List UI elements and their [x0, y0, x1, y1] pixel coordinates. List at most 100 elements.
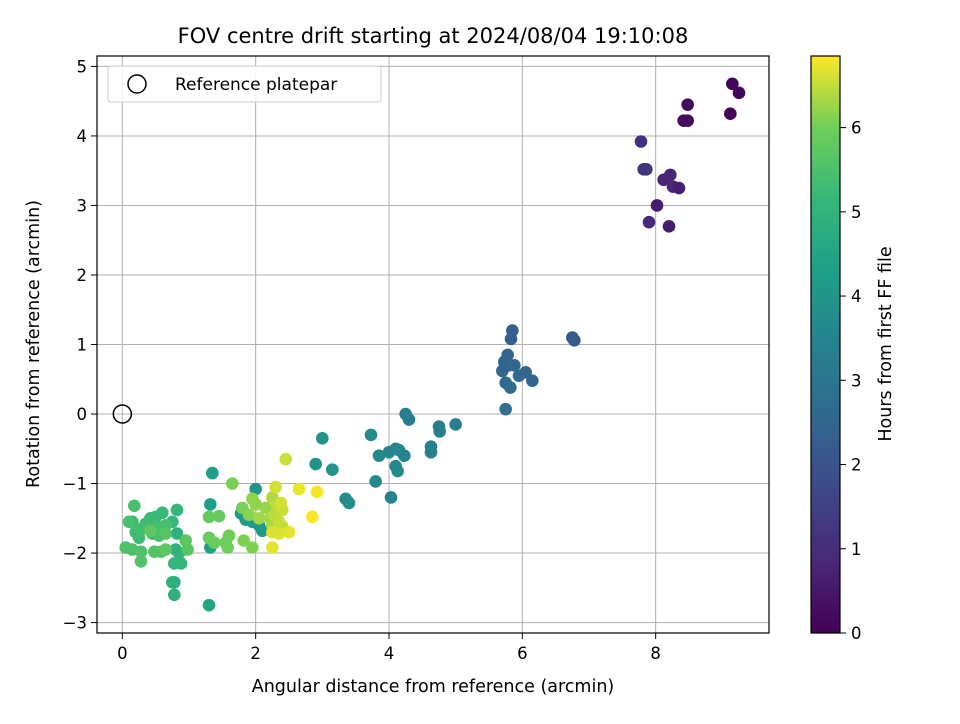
legend: Reference platepar	[107, 65, 382, 103]
colorbar-label: Hours from first FF file	[876, 246, 896, 441]
colorbar-tick-label: 6	[851, 119, 862, 138]
legend-marker-open-circle	[127, 74, 147, 94]
data-point	[724, 107, 737, 120]
data-point	[166, 575, 179, 589]
colorbar-ticks: 0 1 2 3 4 5 6	[840, 119, 862, 643]
x-tick-label: 6	[517, 644, 528, 663]
data-point	[681, 114, 694, 127]
y-axis-label: Rotation from reference (arcmin)	[24, 200, 44, 488]
data-point	[274, 496, 288, 510]
y-tick-label: 1	[77, 336, 88, 355]
data-point	[208, 536, 221, 549]
data-point	[496, 364, 509, 378]
data-point	[292, 482, 306, 496]
data-point	[168, 588, 181, 602]
data-point	[134, 545, 148, 558]
legend-label: Reference platepar	[175, 75, 337, 95]
data-point	[681, 98, 694, 111]
data-point	[508, 359, 521, 372]
data-point	[266, 541, 279, 554]
chart-title: FOV centre drift starting at 2024/08/04 …	[178, 24, 689, 48]
data-point	[256, 524, 269, 538]
y-tick-label: −3	[63, 614, 87, 633]
data-point	[424, 445, 438, 459]
data-point	[170, 527, 184, 540]
data-point	[726, 77, 739, 91]
data-point	[306, 510, 319, 524]
data-point	[504, 381, 517, 394]
data-point	[672, 181, 686, 195]
data-point	[174, 557, 188, 570]
data-point	[449, 418, 462, 431]
data-point	[568, 334, 581, 347]
data-point	[159, 543, 172, 556]
data-point	[634, 135, 648, 148]
data-point	[279, 452, 292, 466]
data-point	[309, 457, 322, 471]
x-tick-label: 2	[250, 644, 261, 663]
data-point	[398, 449, 411, 463]
data-point	[202, 510, 216, 524]
data-point	[170, 503, 184, 517]
data-point	[732, 86, 746, 100]
data-point	[402, 413, 416, 426]
x-axis-ticks: 0 2 4 6 8	[117, 633, 661, 663]
data-point	[246, 492, 259, 506]
data-point	[650, 199, 664, 212]
colorbar-tick-label: 1	[851, 540, 862, 559]
x-tick-label: 0	[117, 644, 128, 663]
reference-platepar-marker	[112, 404, 133, 424]
data-point	[316, 432, 329, 445]
data-point	[222, 529, 236, 542]
data-point	[499, 402, 512, 416]
y-tick-label: 4	[77, 127, 88, 146]
y-tick-label: 0	[77, 405, 88, 424]
data-point	[221, 541, 234, 554]
data-point	[326, 463, 339, 476]
data-point	[246, 541, 259, 554]
data-point	[662, 220, 676, 233]
data-point	[384, 491, 398, 504]
colorbar-tick-label: 2	[851, 456, 862, 475]
y-tick-label: 5	[77, 57, 88, 76]
data-point	[342, 496, 356, 510]
data-point	[144, 524, 157, 538]
data-point	[391, 464, 404, 478]
y-tick-label: −2	[63, 544, 87, 563]
data-point	[369, 475, 382, 488]
data-point	[128, 499, 141, 513]
grid-lines	[97, 56, 769, 633]
colorbar-tick-label: 4	[851, 287, 862, 306]
data-point	[364, 428, 378, 442]
colorbar-tick-label: 5	[851, 203, 862, 222]
data-point	[204, 498, 217, 511]
legend-box	[107, 65, 382, 103]
data-point	[181, 543, 194, 556]
data-point	[134, 555, 148, 568]
y-tick-label: 3	[77, 196, 88, 215]
data-point	[372, 449, 386, 463]
x-tick-label: 4	[384, 644, 395, 663]
data-point	[310, 485, 324, 499]
y-tick-label: 2	[77, 266, 88, 285]
data-point	[249, 482, 262, 496]
data-point	[526, 374, 539, 387]
data-point	[226, 477, 239, 490]
data-points	[119, 77, 746, 612]
data-point	[269, 480, 282, 494]
x-tick-label: 8	[650, 644, 661, 663]
y-axis-ticks: −3 −2 −1 0 1 2 3 4 5	[63, 57, 97, 633]
colorbar-tick-label: 0	[851, 624, 862, 643]
colorbar-tick-label: 3	[851, 371, 862, 390]
data-point	[259, 501, 272, 515]
data-point	[242, 508, 256, 522]
data-point	[159, 527, 172, 540]
data-point	[272, 527, 286, 540]
x-axis-label: Angular distance from reference (arcmin)	[252, 677, 615, 697]
data-point	[212, 509, 226, 523]
data-point	[202, 598, 216, 612]
data-point	[252, 511, 266, 525]
data-point	[237, 534, 250, 547]
